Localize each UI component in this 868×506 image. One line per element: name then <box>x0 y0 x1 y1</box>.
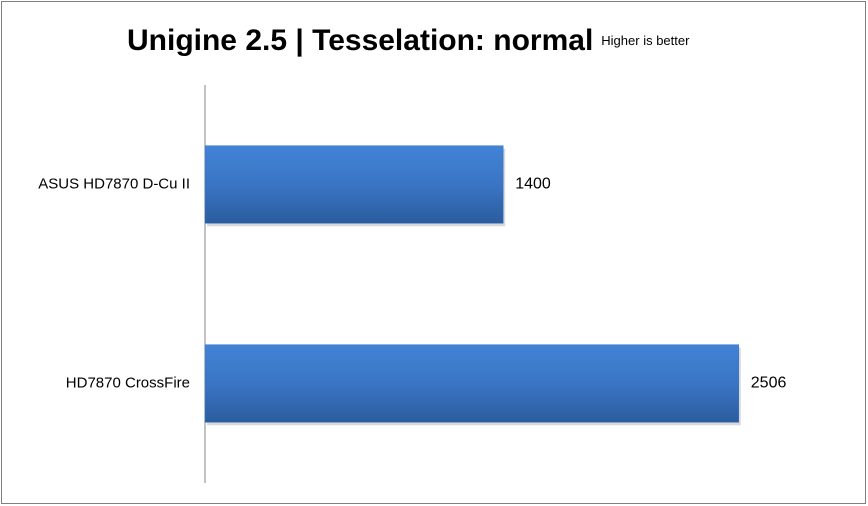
chart-title-group: Unigine 2.5 | Tesselation: normal Higher … <box>127 24 690 57</box>
chart-title: Unigine 2.5 | Tesselation: normal <box>127 24 593 57</box>
chart-subtitle: Higher is better <box>601 33 690 48</box>
value-label: 1400 <box>515 176 551 193</box>
value-label: 2506 <box>751 375 787 392</box>
bar <box>204 344 740 423</box>
bar <box>204 145 504 224</box>
y-tick-label: ASUS HD7870 D-Cu II <box>38 175 190 192</box>
y-tick-label: HD7870 CrossFire <box>66 374 190 391</box>
